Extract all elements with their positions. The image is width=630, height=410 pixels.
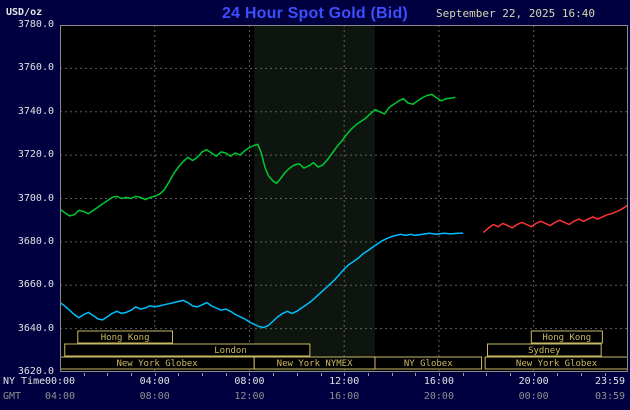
ny-time-axis-label: NY Time — [3, 376, 46, 387]
x-axis-ny-label: 00:00 — [44, 376, 76, 387]
session-label: Hong Kong — [101, 333, 150, 343]
hour-tick-mark — [415, 373, 417, 376]
nymex-session-band — [254, 25, 375, 372]
hour-tick-mark — [486, 373, 488, 376]
x-axis-gmt-labels: 04:00 08:00 12:00 16:00 20:00 00:00 03:59 — [0, 391, 630, 404]
x-axis-gmt-label: 08:00 — [139, 391, 170, 402]
session-label: Sydney — [528, 346, 561, 356]
chart-datetime: September 22, 2025 16:40 — [436, 7, 595, 20]
hour-tick-mark — [107, 373, 109, 376]
plot-border — [60, 25, 628, 372]
x-axis-ny-labels: 00:00 04:00 08:00 12:00 16:00 20:00 23:59 — [0, 376, 630, 389]
x-axis-ny-label: 04:00 — [139, 376, 170, 387]
hour-tick-mark — [509, 373, 511, 376]
x-axis-gmt-label: 04:00 — [44, 391, 76, 402]
y-axis-tick-label: 3700.0 — [17, 192, 54, 204]
session-label: New York Globex — [116, 359, 198, 369]
hour-tick-mark — [83, 373, 85, 376]
hour-tick-mark — [225, 373, 227, 376]
hour-tick-mark — [320, 373, 322, 376]
session-box-hong-kong — [77, 330, 173, 344]
session-box-sydney — [486, 343, 602, 357]
y-axis-tick-label: 3780.0 — [17, 19, 54, 30]
y-axis-tick-label: 3640.0 — [17, 322, 54, 334]
hour-tick-mark — [557, 373, 559, 376]
x-axis-gmt-label: 20:00 — [423, 391, 454, 402]
session-label: NY Globex — [404, 359, 453, 369]
hour-tick-mark — [462, 373, 464, 376]
session-box-hong-kong — [530, 330, 603, 344]
session-label: London — [214, 346, 247, 356]
session-label: New York NYMEX — [277, 359, 353, 369]
hour-tick-mark — [154, 373, 156, 376]
hour-tick-mark — [202, 373, 204, 376]
x-axis-gmt-label: 16:00 — [329, 391, 360, 402]
price-unit-label: USD/oz — [6, 7, 43, 18]
x-axis-gmt-label: 12:00 — [234, 391, 265, 402]
x-axis-gmt-label: 03:59 — [594, 391, 626, 402]
hour-tick-mark — [178, 373, 180, 376]
session-box-london — [64, 343, 311, 357]
y-axis-tick-label: 3680.0 — [17, 235, 54, 247]
session-label: New York Globex — [516, 359, 598, 369]
session-box-ny-globex — [374, 356, 483, 370]
y-axis-tick-label: 3760.0 — [17, 62, 54, 74]
x-axis-gmt-label: 00:00 — [518, 391, 549, 402]
hour-tick-mark — [533, 373, 535, 376]
x-axis-ny-label: 12:00 — [329, 376, 360, 387]
session-box-new-york-globex — [484, 356, 628, 370]
hour-tick-mark — [581, 373, 583, 376]
gmt-axis-label: GMT — [3, 391, 22, 402]
y-axis-tick-label: 3720.0 — [17, 149, 54, 161]
hour-tick-mark — [296, 373, 298, 376]
series-sep-22-last — [60, 93, 456, 217]
x-axis-ny-label: 20:00 — [518, 376, 549, 387]
series-sep-19-ny-close — [60, 232, 464, 329]
x-axis-ny-label: 08:00 — [234, 376, 265, 387]
session-label: Hong Kong — [542, 333, 591, 343]
hour-tick-mark — [391, 373, 393, 376]
hour-tick-mark — [438, 373, 440, 376]
hour-tick-mark — [604, 373, 606, 376]
hour-tick-mark — [131, 373, 133, 376]
hour-tick-mark — [249, 373, 251, 376]
hour-tick-mark — [367, 373, 369, 376]
y-axis-tick-label: 3660.0 — [17, 279, 54, 291]
y-axis-tick-label: 3740.0 — [17, 105, 54, 117]
hour-tick-mark — [273, 373, 275, 376]
x-axis-ny-label: 23:59 — [594, 376, 626, 387]
hour-tick-mark — [344, 373, 346, 376]
chart-title: 24 Hour Spot Gold (Bid) — [222, 5, 408, 22]
y-axis-tick-label: 3620.0 — [17, 366, 54, 377]
chart-plot-area: Hong Kong Hong Kong London Sydney New York G… — [60, 25, 628, 372]
series-sep-21-sunday — [483, 204, 628, 233]
chart-canvas: Hong Kong Hong Kong London Sydney New York G… — [60, 25, 628, 372]
x-axis-ny-label: 16:00 — [423, 376, 454, 387]
